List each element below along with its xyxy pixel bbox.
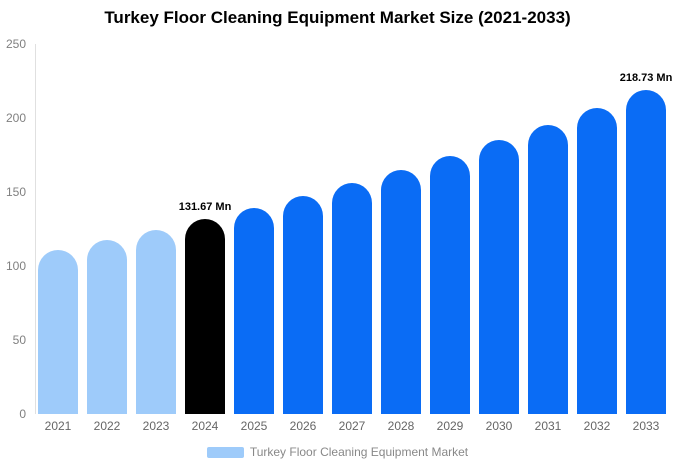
- x-axis-tick-label: 2026: [289, 419, 317, 433]
- y-axis-line: [35, 44, 36, 414]
- bar-value-label-2024: 131.67 Mn: [178, 201, 232, 213]
- x-axis-tick-label: 2028: [387, 419, 415, 433]
- bar-value-label-2033: 218.73 Mn: [619, 72, 673, 84]
- bar-2022[interactable]: [87, 240, 127, 414]
- bar-2030[interactable]: [479, 140, 519, 414]
- x-axis-tick-label: 2024: [191, 419, 219, 433]
- y-axis-tick-label: 100: [5, 259, 26, 273]
- y-axis-tick-label: 200: [5, 111, 26, 125]
- bar-2021[interactable]: [38, 250, 78, 414]
- legend: Turkey Floor Cleaning Equipment Market: [0, 445, 675, 459]
- y-axis-tick-label: 50: [12, 333, 26, 347]
- legend-label: Turkey Floor Cleaning Equipment Market: [249, 445, 469, 459]
- y-axis-tick-label: 150: [5, 185, 26, 199]
- bar-2027[interactable]: [332, 183, 372, 414]
- x-axis-tick-label: 2030: [485, 419, 513, 433]
- legend-item[interactable]: Turkey Floor Cleaning Equipment Market: [206, 445, 469, 459]
- x-axis-tick-label: 2023: [142, 419, 170, 433]
- x-axis-tick-label: 2021: [44, 419, 72, 433]
- bar-2032[interactable]: [577, 108, 617, 414]
- y-axis-tick-label: 0: [19, 407, 26, 421]
- bar-2033[interactable]: [626, 90, 666, 414]
- x-axis-tick-label: 2032: [583, 419, 611, 433]
- bar-2024[interactable]: [185, 219, 225, 414]
- legend-swatch-icon: [206, 446, 244, 458]
- x-axis-tick-label: 2027: [338, 419, 366, 433]
- x-axis-tick-label: 2031: [534, 419, 562, 433]
- x-axis-tick-label: 2025: [240, 419, 268, 433]
- bar-2025[interactable]: [234, 208, 274, 414]
- x-axis-tick-label: 2033: [632, 419, 660, 433]
- bar-2029[interactable]: [430, 156, 470, 414]
- bar-2023[interactable]: [136, 230, 176, 414]
- chart-title: Turkey Floor Cleaning Equipment Market S…: [104, 8, 571, 27]
- y-axis-tick-label: 250: [5, 37, 26, 51]
- bar-2026[interactable]: [283, 196, 323, 414]
- x-axis-tick-label: 2022: [93, 419, 121, 433]
- x-axis-tick-label: 2029: [436, 419, 464, 433]
- bar-2031[interactable]: [528, 125, 568, 414]
- bar-2028[interactable]: [381, 170, 421, 414]
